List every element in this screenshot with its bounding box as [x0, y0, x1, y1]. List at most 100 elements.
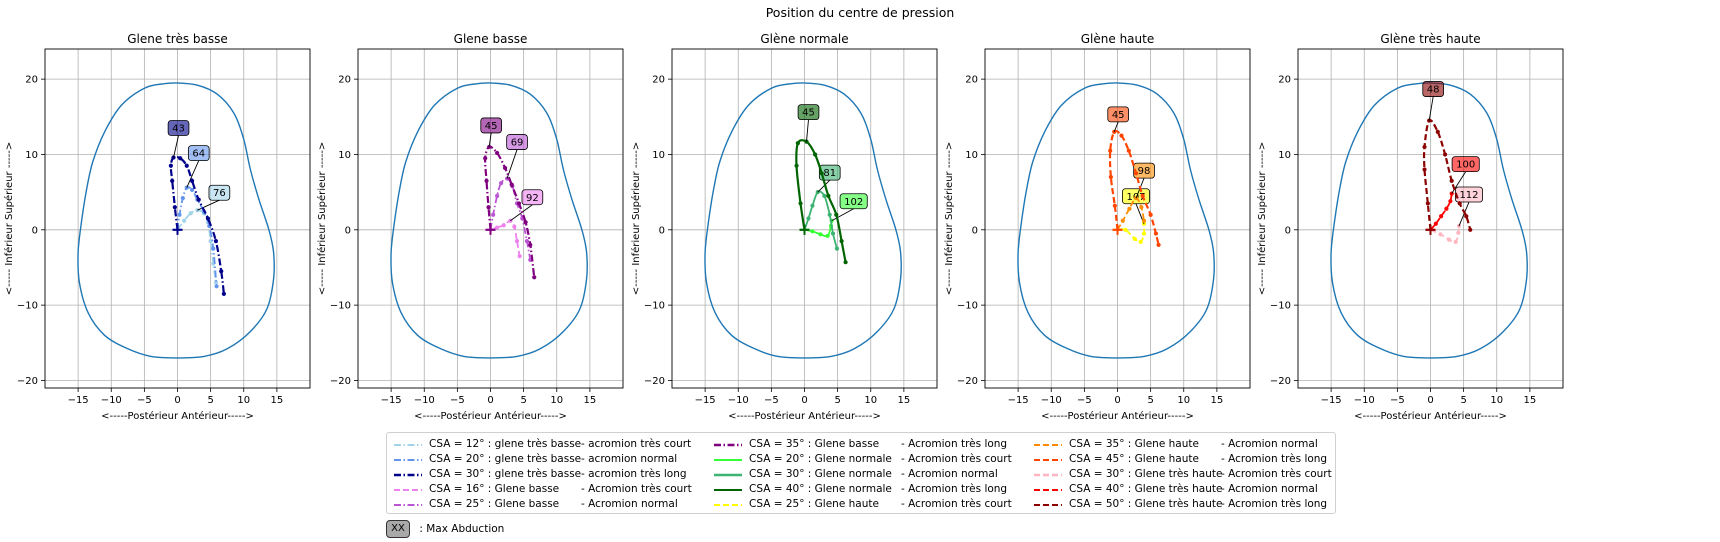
data-point [1133, 171, 1139, 176]
legend-swatch [1034, 459, 1062, 461]
series-line [176, 186, 218, 287]
data-point [516, 201, 522, 206]
y-tick-label: 20 [338, 75, 351, 86]
data-point [512, 224, 517, 229]
y-tick-label: 10 [338, 150, 351, 161]
data-point [177, 212, 182, 217]
x-tick-label: 0 [1427, 395, 1433, 406]
y-tick-label: −20 [957, 376, 978, 387]
x-tick-label: 0 [1114, 395, 1120, 406]
data-point [834, 246, 840, 251]
legend-series-label: CSA = 25° : Glene basse [429, 498, 560, 510]
max-abduction-label: : Max Abduction [419, 523, 505, 535]
x-tick-label: 15 [271, 395, 284, 406]
data-point [843, 260, 848, 265]
callout-leader [1458, 201, 1470, 227]
callout-leader [173, 135, 179, 158]
data-point [172, 205, 177, 210]
data-point [495, 193, 500, 198]
max-abduction-label: 98 [1138, 166, 1151, 177]
x-tick-label: −5 [1390, 395, 1405, 406]
x-tick-label: 10 [1490, 395, 1503, 406]
max-abduction-label: 76 [213, 188, 226, 199]
series-line [484, 145, 536, 278]
chart-panel-2: Glene basse −15 −10 −5 0 5 10 15 −20 −10 0 10 20 <---… [316, 32, 624, 422]
legend-series-label: CSA = 16° : Glene basse [429, 483, 560, 495]
y-tick-label: 0 [972, 225, 978, 236]
callout-leader [488, 132, 492, 147]
legend-swatch [1034, 444, 1062, 446]
max-abduction-badge [1422, 81, 1444, 97]
max-abduction-badge [797, 104, 820, 121]
max-abduction-label: 45 [485, 121, 498, 132]
x-tick-label: 10 [550, 395, 563, 406]
data-point [1141, 218, 1147, 223]
legend-acromion-label: - Acromion normal [901, 468, 998, 480]
data-point [491, 212, 496, 217]
data-point [1123, 227, 1128, 232]
legend-acromion-label: - Acromion normal [1221, 483, 1318, 495]
data-point [1156, 242, 1161, 247]
data-point [795, 141, 800, 146]
y-tick-label: 20 [25, 75, 38, 86]
x-axis-label: <-----Postérieur Antérieur-----> [728, 410, 881, 422]
legend-series-label: CSA = 20° : glene très basse [429, 453, 582, 465]
max-abduction-label: 64 [192, 149, 205, 160]
x-tick-label: 5 [520, 395, 526, 406]
data-point [794, 163, 799, 168]
x-tick-label: −15 [381, 395, 402, 406]
data-point [1140, 193, 1145, 198]
callout-leader [1113, 121, 1119, 133]
legend-swatch [714, 489, 742, 491]
chart-panel-3: Glène normale −15 −10 −5 0 5 10 15 −20 −10 0 10 20 <-… [630, 32, 938, 422]
chart-title: Glene très basse [127, 32, 228, 46]
legend-swatch [394, 504, 422, 506]
data-point [826, 193, 831, 198]
series-line [1430, 225, 1460, 244]
y-tick-label: 10 [965, 150, 978, 161]
series-line [795, 139, 847, 263]
data-point [184, 163, 189, 168]
x-tick-label: 15 [1524, 395, 1537, 406]
data-point [1435, 129, 1440, 134]
x-tick-label: −5 [1077, 395, 1092, 406]
max-abduction-badge [1133, 162, 1155, 179]
y-axis-label: <----- Inférieur Supérieur -----> [316, 142, 328, 296]
legend-acromion-label: - acromion très long [581, 468, 687, 480]
data-point [219, 269, 224, 274]
data-point [501, 223, 506, 228]
data-point [1422, 144, 1427, 150]
max-abduction-badge [818, 164, 841, 181]
legend-swatch [714, 504, 742, 506]
legend: CSA = 12° : glene très basse - acromion t… [386, 432, 1336, 514]
legend-series-label: CSA = 45° : Glene haute [1069, 453, 1199, 465]
legend-series-label: CSA = 25° : Glene haute [749, 498, 879, 510]
max-abduction-label: 81 [823, 168, 836, 179]
x-tick-label: 10 [237, 395, 250, 406]
legend-swatch [1034, 489, 1062, 491]
glenoid-outline [1330, 82, 1528, 359]
max-abduction-label: 45 [802, 108, 815, 119]
legend-series-label: CSA = 35° : Glene basse [749, 438, 880, 450]
y-tick-label: 10 [652, 150, 665, 161]
data-point [830, 231, 836, 236]
y-tick-label: 0 [1285, 225, 1291, 236]
data-point [178, 156, 183, 161]
glenoid-outline [390, 82, 588, 359]
data-point [818, 232, 823, 237]
data-point [1449, 178, 1454, 183]
x-axis-label: <-----Postérieur Antérieur-----> [101, 410, 254, 422]
data-point [180, 196, 185, 201]
max-abduction-label: 69 [511, 138, 524, 149]
callout-leader [186, 160, 200, 188]
max-abduction-label: 43 [172, 123, 185, 134]
data-point [189, 187, 195, 192]
legend-series-label: CSA = 35° : Glene haute [1069, 438, 1199, 450]
data-point [523, 220, 528, 225]
legend-swatch [394, 459, 422, 461]
data-point [528, 242, 533, 247]
y-axis-label: <----- Inférieur Supérieur -----> [943, 142, 955, 296]
data-point [524, 239, 530, 244]
y-tick-label: −10 [17, 301, 38, 312]
